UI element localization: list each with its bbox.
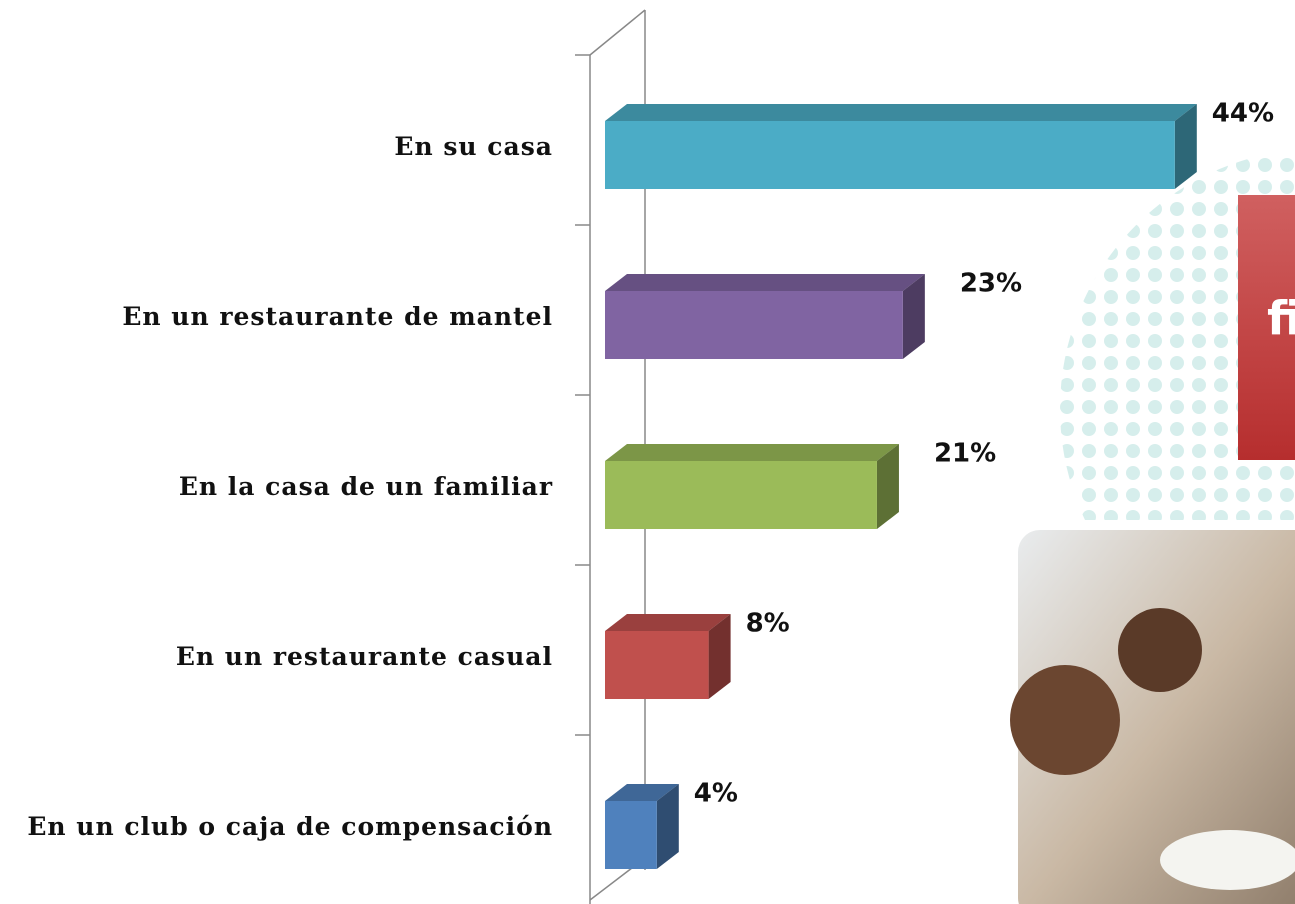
bar-top [605, 274, 925, 291]
bar-top [605, 104, 1197, 121]
photo-plate [1160, 830, 1295, 890]
bar-top [605, 614, 731, 631]
value-label: 44% [1212, 99, 1274, 129]
photo-figure [1010, 665, 1120, 775]
value-label: 4% [694, 779, 738, 809]
bar [605, 291, 903, 359]
category-label: En un restaurante de mantel [5, 299, 553, 335]
value-label: 8% [746, 609, 790, 639]
value-label: 21% [934, 439, 996, 469]
category-label: En un club o caja de compensación [5, 809, 553, 845]
photo-figure [1118, 608, 1202, 692]
bar [605, 461, 877, 529]
category-label: En la casa de un familiar [5, 469, 553, 505]
bar [605, 631, 709, 699]
bar [605, 121, 1175, 189]
value-label: 23% [960, 269, 1022, 299]
category-label: En su casa [5, 129, 553, 165]
panel-text: fi [1267, 292, 1295, 346]
category-label: En un restaurante casual [5, 639, 553, 675]
bar [605, 801, 657, 869]
page: fi 44% 23% 21% 8% 4% En su casa En un restaur… [0, 0, 1295, 904]
bar-top [605, 444, 899, 461]
